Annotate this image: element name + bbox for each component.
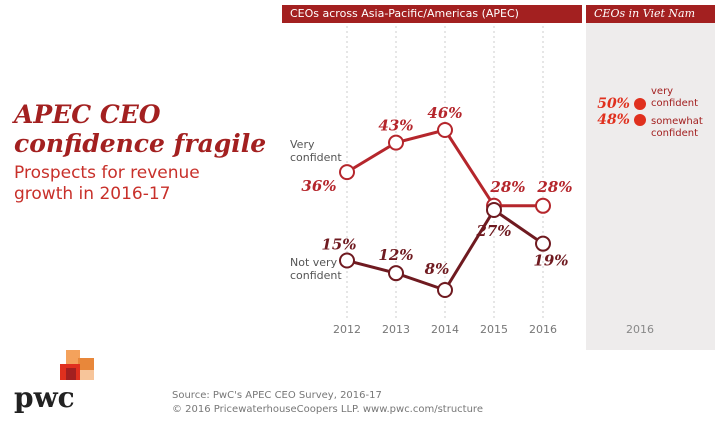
dot bbox=[634, 98, 646, 110]
header-bar bbox=[586, 5, 715, 23]
data-label: 50% bbox=[597, 96, 630, 112]
header-bar bbox=[282, 5, 582, 23]
data-label: 8% bbox=[425, 260, 450, 278]
side-panel bbox=[586, 5, 715, 350]
x-tick-label: 2014 bbox=[431, 323, 459, 336]
data-label: 28% bbox=[489, 178, 525, 196]
logo-mark bbox=[60, 350, 94, 380]
point bbox=[486, 202, 502, 218]
legend-label: somewhat confident bbox=[651, 116, 703, 139]
data-label: 43% bbox=[378, 117, 413, 135]
dot bbox=[634, 114, 646, 126]
panel-title: CEOs across Asia-Pacific/Americas (APEC) bbox=[290, 7, 519, 20]
x-tick-label: 2016 bbox=[626, 323, 654, 336]
data-label: 27% bbox=[475, 222, 511, 240]
data-label: 19% bbox=[533, 252, 568, 270]
point bbox=[437, 282, 453, 298]
data-label: 15% bbox=[321, 236, 356, 254]
copyright: © 2016 PricewaterhouseCoopers LLP. www.p… bbox=[172, 404, 483, 415]
data-label: 48% bbox=[597, 112, 630, 128]
x-tick-label: 2013 bbox=[382, 323, 410, 336]
point bbox=[437, 122, 453, 138]
legend-label: Very confident bbox=[290, 138, 342, 164]
point bbox=[388, 265, 404, 282]
data-label: 12% bbox=[378, 246, 413, 264]
logo: pwc bbox=[14, 381, 75, 414]
legend-label: Not very confident bbox=[290, 256, 342, 282]
point bbox=[339, 164, 355, 181]
data-label: 36% bbox=[301, 177, 336, 195]
title: APEC CEO confidence fragile bbox=[14, 100, 267, 158]
x-tick-label: 2012 bbox=[333, 323, 361, 336]
subtitle: Prospects for revenue growth in 2016-17 bbox=[14, 163, 200, 204]
point bbox=[339, 252, 355, 269]
panel-title: CEOs in Viet Nam bbox=[594, 7, 695, 20]
x-tick-label: 2015 bbox=[480, 323, 508, 336]
point bbox=[535, 235, 551, 252]
point bbox=[388, 134, 404, 151]
x-tick-label: 2016 bbox=[529, 323, 557, 336]
legend-label: very confident bbox=[651, 86, 699, 109]
data-label: 28% bbox=[536, 178, 572, 196]
source: Source: PwC's APEC CEO Survey, 2016-17 bbox=[172, 390, 382, 401]
data-label: 46% bbox=[427, 104, 462, 122]
point bbox=[535, 197, 551, 214]
